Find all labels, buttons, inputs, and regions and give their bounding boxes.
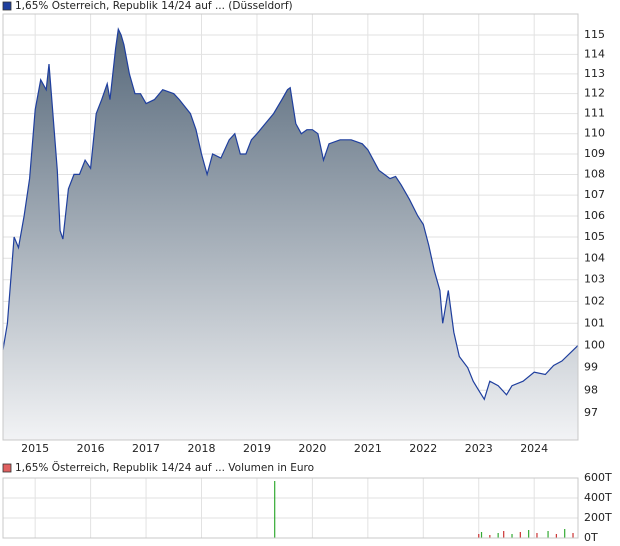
area [3,29,578,440]
volume-bar [519,532,521,538]
y-tick-label: 600T [584,471,612,484]
volume-bar [528,530,530,538]
volume-bar [572,533,574,538]
y-tick-label: 97 [584,406,598,419]
x-tick-label: 2018 [188,442,216,455]
y-tick-label: 103 [584,273,605,286]
x-tick-label: 2020 [298,442,326,455]
y-tick-label: 106 [584,209,605,222]
y-tick-label: 102 [584,294,605,307]
y-tick-label: 115 [584,28,605,41]
legend-swatch [2,463,12,473]
y-tick-label: 99 [584,361,598,374]
volume-bar [555,534,557,538]
volume-bar [274,481,276,538]
y-tick-label: 105 [584,230,605,243]
volume-bar [503,531,505,538]
legend-label: 1,65% Österreich, Republik 14/24 auf ...… [15,0,293,12]
volume-bar [497,533,499,538]
x-tick-label: 2022 [409,442,437,455]
plot-frame [2,13,579,441]
y-tick-label: 113 [584,67,605,80]
volume-bar [480,532,483,538]
y-tick-label: 109 [584,147,605,160]
y-tick-label: 0T [584,531,598,544]
volume-bar [511,534,513,538]
y-tick-label: 98 [584,383,598,396]
volume-bar [547,531,549,538]
volume-bar [536,533,538,538]
y-tick-label: 111 [584,107,605,120]
plot-frame [2,477,579,539]
x-tick-label: 2017 [132,442,160,455]
x-tick-label: 2015 [21,442,49,455]
y-tick-label: 200T [584,511,612,524]
x-tick-label: 2019 [243,442,271,455]
y-tick-label: 114 [584,47,605,60]
y-tick-label: 110 [584,127,605,140]
y-tick-label: 400T [584,491,612,504]
price-line [2,27,579,401]
volume-bar [564,529,566,538]
legend-swatch [2,1,12,11]
volume-bar [478,534,480,538]
x-tick-label: 2021 [354,442,382,455]
y-tick-label: 101 [584,316,605,329]
y-tick-label: 104 [584,251,605,264]
x-tick-label: 2023 [465,442,493,455]
y-tick-label: 107 [584,188,605,201]
y-tick-label: 100 [584,338,605,351]
y-tick-label: 108 [584,167,605,180]
x-tick-label: 2016 [77,442,105,455]
volume-bar [489,535,491,538]
x-tick-label: 2024 [520,442,548,455]
legend-label: 1,65% Österreich, Republik 14/24 auf ...… [15,461,314,474]
y-tick-label: 112 [584,87,605,100]
